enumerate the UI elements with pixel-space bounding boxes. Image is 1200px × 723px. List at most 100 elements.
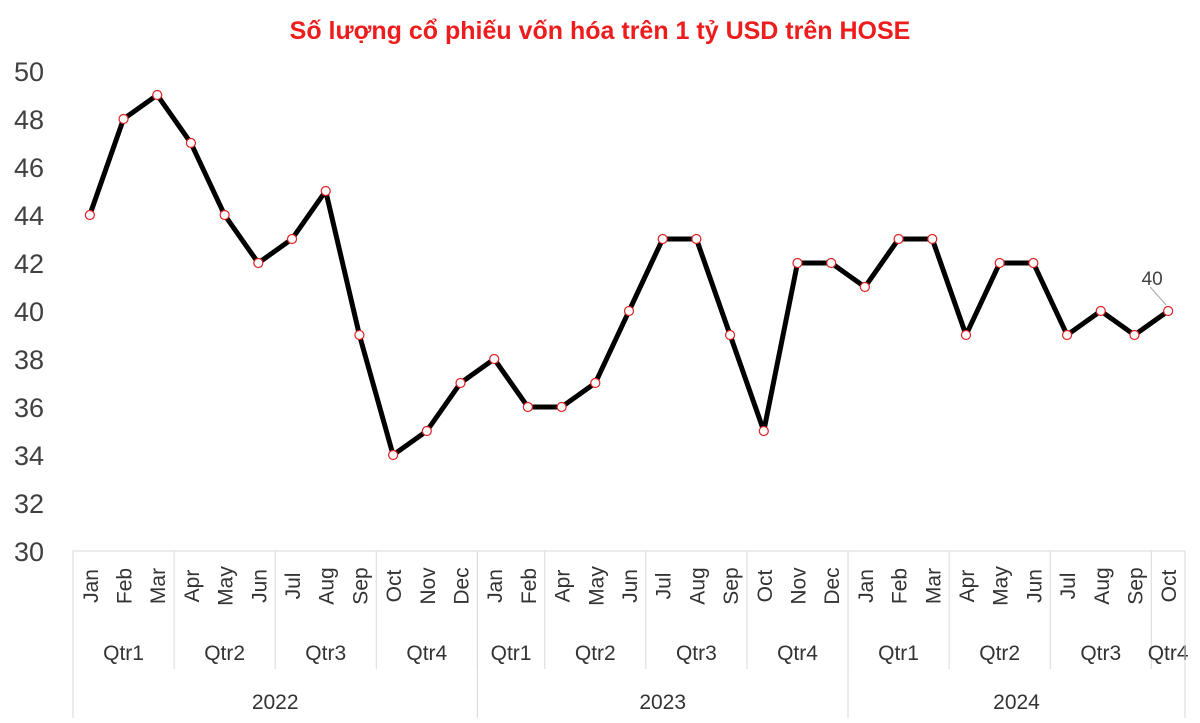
x-month-label: Nov [417,567,440,605]
x-month-label: Jun [1023,569,1046,603]
y-tick-label: 34 [14,441,44,471]
y-tick-label: 30 [14,537,44,567]
data-point [893,233,904,245]
x-month-label: Sep [720,567,743,604]
x-month-label: Jan [80,569,103,603]
data-point [388,449,399,461]
x-month-label: Apr [956,570,979,603]
data-point [960,329,972,341]
x-quarter-label: Qtr3 [305,642,346,665]
data-point [1061,329,1073,341]
data-point [1028,257,1039,269]
data-point [1095,305,1106,317]
x-quarter-label: Qtr1 [878,642,919,665]
x-year-label: 2024 [993,691,1040,714]
x-quarter-label: Qtr4 [1148,642,1189,665]
series-polyline [87,92,1171,458]
x-month-label: Jun [619,569,642,603]
x-axis: Jan Feb Mar Apr May Jun Jul Aug Sep Oct Nov Dec Jan F… [72,550,1189,718]
x-month-label: Jul [1057,573,1080,600]
y-tick-label: 40 [14,297,44,327]
data-point [623,305,635,317]
x-quarter-label: Qtr3 [1080,642,1121,665]
data-point [590,377,601,389]
y-tick-label: 36 [14,393,44,423]
x-month-label: Jun [248,569,271,603]
y-tick-label: 46 [14,153,44,183]
data-point [556,401,567,413]
x-month-label: Aug [1091,567,1114,604]
x-year-label: 2022 [252,691,299,714]
data-label-leader [1149,286,1167,306]
x-month-label: Nov [787,567,810,605]
data-point [657,233,668,245]
x-month-label: Jul [653,573,676,600]
data-point [152,89,163,101]
x-quarter-label: Qtr4 [406,642,447,665]
data-point [758,425,769,437]
data-point [320,185,331,197]
x-month-label: Oct [754,570,777,603]
data-point [84,209,95,221]
x-month-label: Oct [383,570,406,603]
x-month-label: Feb [889,568,912,604]
x-month-label: May [215,566,238,606]
data-point [1163,305,1174,317]
x-month-label: May [990,566,1013,606]
data-point [826,257,837,269]
x-quarter-label: Qtr3 [676,642,717,665]
x-month-label: Mar [922,568,945,604]
x-quarter-label: Qtr2 [575,642,616,665]
x-month-label: Dec [451,567,474,604]
y-tick-label: 44 [14,201,44,231]
x-month-label: Sep [1124,567,1147,604]
y-axis: 30 32 34 36 38 40 42 44 46 48 50 [14,57,44,567]
data-point [118,113,129,125]
x-month-label: Jul [282,573,305,600]
x-month-label: Aug [316,567,339,604]
chart-title: Số lượng cổ phiếu vốn hóa trên 1 tỷ USD … [290,17,911,45]
x-month-label: Dec [821,567,844,604]
data-point [354,329,365,341]
x-quarter-label: Qtr1 [103,642,144,665]
x-month-label: Oct [1158,570,1181,603]
x-month-label: Apr [552,570,575,603]
x-month-label: Jan [855,569,878,603]
data-point [253,257,264,269]
x-year-label: 2023 [639,691,686,714]
x-month-label: Apr [181,570,204,603]
data-point [792,257,803,269]
x-month-label: Jan [484,569,507,603]
data-point [859,281,870,293]
data-point [219,209,230,221]
data-point [927,233,938,245]
data-point [489,353,500,365]
data-point [1129,329,1140,341]
data-point [724,329,736,341]
y-tick-label: 42 [14,249,44,279]
x-month-label: Sep [349,567,372,604]
data-labels: 40 [1142,269,1167,306]
x-quarter-label: Qtr2 [979,642,1020,665]
x-month-label: Feb [114,568,137,604]
data-label: 40 [1142,269,1163,290]
x-month-label: Mar [147,568,170,604]
x-month-label: Aug [686,567,709,604]
data-point [185,137,197,149]
y-tick-label: 50 [14,57,44,87]
data-point [421,425,432,437]
y-tick-label: 38 [14,345,44,375]
y-tick-label: 48 [14,105,44,135]
x-quarter-label: Qtr4 [777,642,818,665]
data-point [286,233,298,245]
data-point [455,377,466,389]
data-point [994,257,1005,269]
x-quarter-label: Qtr2 [204,642,245,665]
x-month-label: Feb [518,568,541,604]
data-point [691,233,702,245]
y-tick-label: 32 [14,489,44,519]
x-month-label: May [585,566,608,606]
data-point [522,401,534,413]
x-quarter-label: Qtr1 [491,642,532,665]
